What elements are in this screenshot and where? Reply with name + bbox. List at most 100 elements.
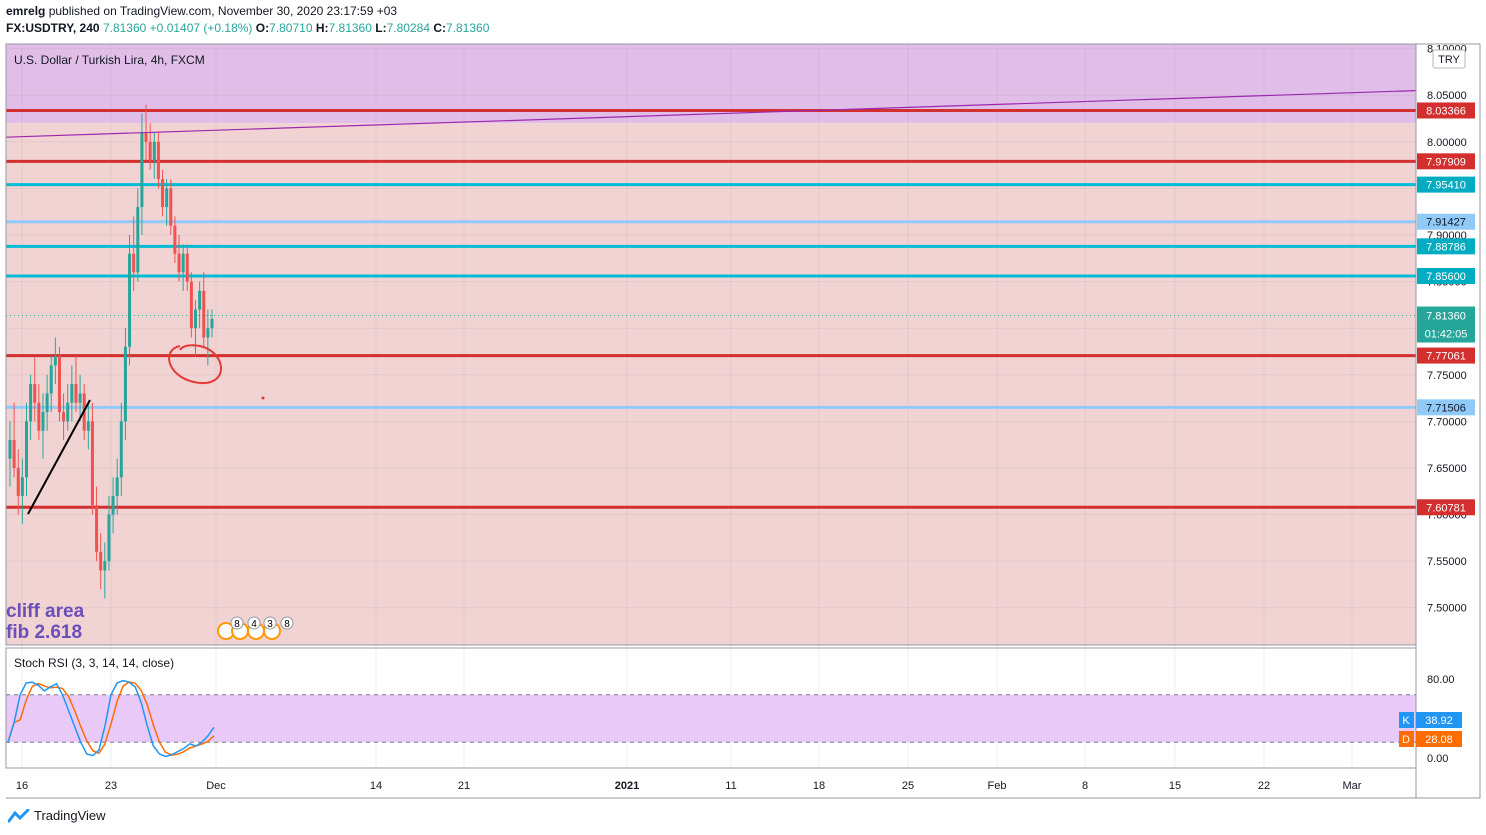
candle[interactable] xyxy=(78,374,82,422)
tradingview-logo[interactable]: TradingView xyxy=(8,808,106,823)
candle[interactable] xyxy=(37,384,41,441)
candle[interactable] xyxy=(202,272,206,347)
candle-body xyxy=(194,309,198,329)
event-markers[interactable]: 8 4 3 8 xyxy=(217,616,294,640)
candle[interactable] xyxy=(8,421,12,487)
candle-body xyxy=(140,132,144,208)
candle[interactable] xyxy=(165,179,169,226)
candle-body xyxy=(152,141,156,161)
currency-button[interactable] xyxy=(1432,49,1466,69)
trendline[interactable] xyxy=(5,89,1417,138)
price-tick-label: 7.75000 xyxy=(1427,370,1467,382)
candle-body xyxy=(185,253,189,282)
candle[interactable] xyxy=(90,402,94,515)
drawn-circle[interactable] xyxy=(168,344,222,385)
time-tick-label: 15 xyxy=(1169,780,1181,792)
stoch-k-line xyxy=(7,679,215,758)
candle[interactable] xyxy=(24,402,28,496)
tradingview-logo-text: TradingView xyxy=(34,808,106,823)
candle[interactable] xyxy=(123,328,127,441)
candle[interactable] xyxy=(16,449,20,515)
axis-layer: 16 23 Dec 14 21 2021 11 18 25 Feb 8 15 22 Mar 7.50000 7… xyxy=(16,44,1475,792)
candle-body xyxy=(156,141,160,180)
candle[interactable] xyxy=(181,244,185,291)
level-price-tag xyxy=(1417,176,1475,193)
candle[interactable] xyxy=(169,179,173,236)
candle-body xyxy=(132,253,136,273)
candle[interactable] xyxy=(115,458,119,515)
candle[interactable] xyxy=(45,374,49,431)
candle[interactable] xyxy=(148,123,152,170)
candle[interactable] xyxy=(86,402,90,450)
candle[interactable] xyxy=(62,393,66,441)
candle[interactable] xyxy=(140,113,144,236)
candle[interactable] xyxy=(29,374,33,441)
annotation-line-1: cliff area xyxy=(6,601,85,622)
drawn-dot xyxy=(261,396,265,400)
publish-info: emrelg published on TradingView.com, Nov… xyxy=(6,4,397,18)
candle[interactable] xyxy=(185,244,189,291)
candle-body xyxy=(33,384,37,403)
candle[interactable] xyxy=(103,542,107,599)
time-tick-label: 16 xyxy=(16,780,28,792)
candle-body xyxy=(41,412,45,431)
candle[interactable] xyxy=(53,337,57,385)
candle[interactable] xyxy=(20,458,24,524)
candle[interactable] xyxy=(189,272,193,338)
candle[interactable] xyxy=(12,402,16,478)
level-price-tag xyxy=(1417,347,1475,364)
candle[interactable] xyxy=(173,216,177,263)
candle[interactable] xyxy=(152,132,156,180)
price-tick-label: 7.65000 xyxy=(1427,463,1467,475)
last-price-tag xyxy=(1417,306,1475,343)
time-tick-label: 14 xyxy=(370,780,382,792)
candle[interactable] xyxy=(95,486,99,562)
level-price-label: 7.88786 xyxy=(1426,241,1466,253)
candle[interactable] xyxy=(99,533,103,590)
candle-body xyxy=(177,253,181,273)
level-price-label: 7.97909 xyxy=(1426,156,1466,168)
stoch-k-label: K xyxy=(1402,715,1410,727)
stoch-band xyxy=(6,694,1416,743)
candle[interactable] xyxy=(41,393,45,459)
drawn-trendline[interactable] xyxy=(27,399,91,515)
candle[interactable] xyxy=(132,216,136,291)
candle-body xyxy=(74,384,78,403)
candle[interactable] xyxy=(111,477,115,534)
candle[interactable] xyxy=(107,495,111,571)
candle[interactable] xyxy=(210,309,214,338)
candle[interactable] xyxy=(194,300,198,357)
zone-pink xyxy=(6,123,1416,646)
candle-body xyxy=(107,514,111,562)
candle[interactable] xyxy=(49,356,53,413)
author-name[interactable]: emrelg xyxy=(6,4,46,18)
candle[interactable] xyxy=(70,365,74,422)
candle[interactable] xyxy=(198,281,202,329)
candle-body xyxy=(123,346,127,422)
candle[interactable] xyxy=(161,169,165,217)
candle-body xyxy=(16,467,20,496)
candle[interactable] xyxy=(177,235,181,282)
candle-body xyxy=(206,328,210,338)
candle-body xyxy=(169,188,173,226)
candle-body xyxy=(20,477,24,496)
candle[interactable] xyxy=(57,346,61,422)
candle[interactable] xyxy=(128,235,132,366)
level-price-tag xyxy=(1417,399,1475,416)
candle[interactable] xyxy=(136,188,140,282)
candle-body xyxy=(128,253,132,347)
candle[interactable] xyxy=(74,356,78,413)
level-price-tag xyxy=(1417,213,1475,230)
candle[interactable] xyxy=(66,384,70,431)
time-tick-label: 18 xyxy=(813,780,825,792)
candle[interactable] xyxy=(119,402,123,496)
candle-body xyxy=(90,421,94,506)
level-price-label: 7.91427 xyxy=(1426,217,1466,229)
candle-body xyxy=(115,477,119,496)
candle[interactable] xyxy=(206,309,210,366)
price-axis-border xyxy=(1415,43,1481,799)
candle-body xyxy=(24,421,28,478)
candle[interactable] xyxy=(33,356,37,422)
candle[interactable] xyxy=(156,132,160,189)
